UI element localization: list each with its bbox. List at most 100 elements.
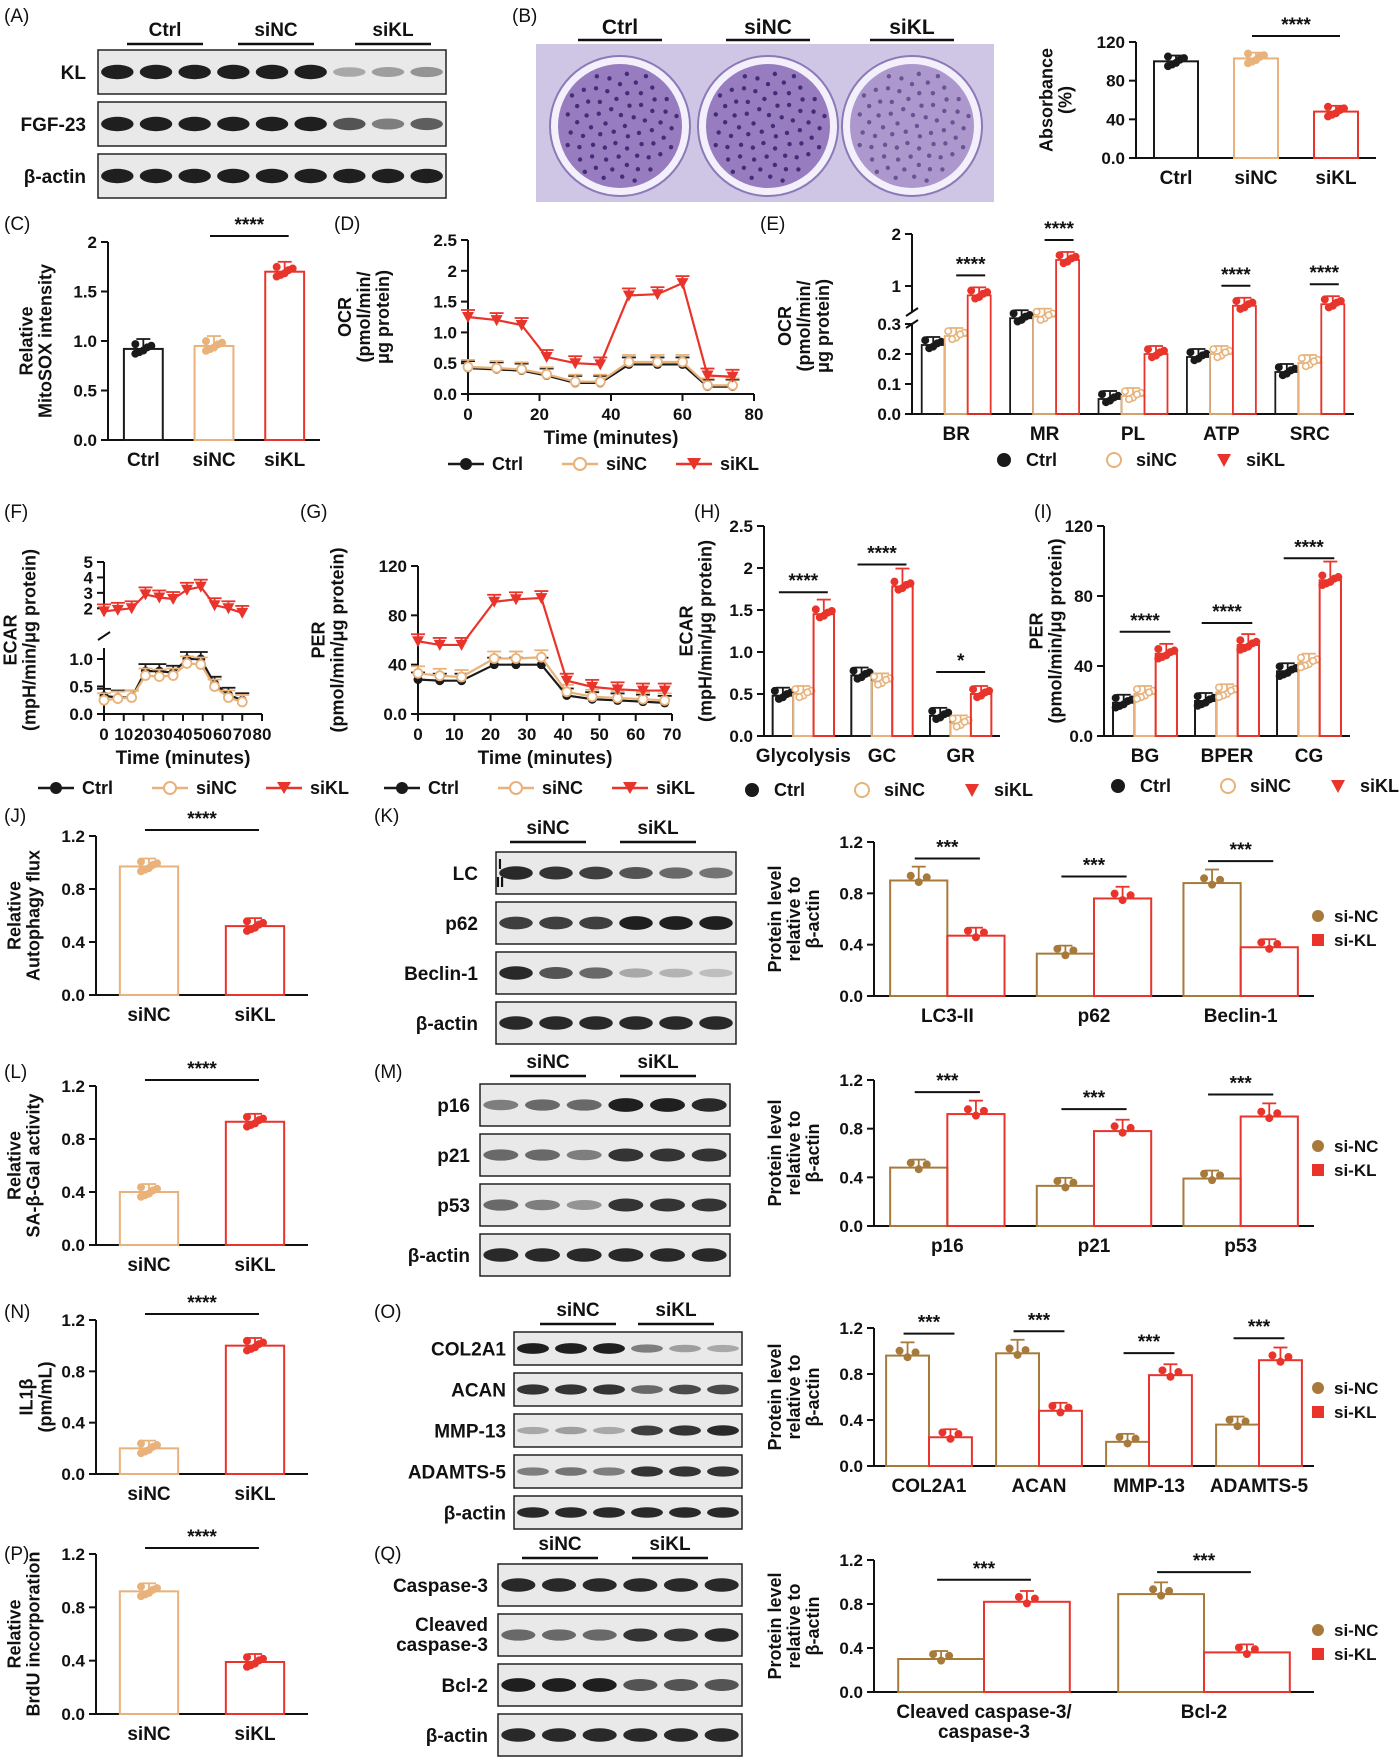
data-point	[1133, 390, 1142, 399]
well-stain	[706, 64, 830, 188]
data-point	[243, 1662, 252, 1671]
x-tick-label: BPER	[1201, 746, 1254, 767]
chart-L: 0.0 0.4 0.8 1.2 RelativeSA-β-Gal activity siN…	[5, 1059, 308, 1276]
blot-band	[555, 1507, 587, 1518]
colony-dot	[565, 142, 570, 148]
legend-label: siKL	[1246, 450, 1285, 470]
data-point	[1022, 1599, 1031, 1608]
x-tick-label: p21	[1078, 1236, 1111, 1257]
bar	[1035, 952, 1096, 998]
data-point	[1164, 52, 1173, 61]
data-point	[255, 920, 264, 929]
colony-dot	[877, 99, 883, 104]
panel-letter: (B)	[512, 6, 537, 27]
legend-label: si-NC	[1334, 1137, 1378, 1156]
data-point	[1149, 1585, 1158, 1594]
colony-dot	[639, 141, 644, 147]
data-point	[1147, 353, 1156, 362]
blot-band	[593, 1343, 625, 1354]
legend-marker	[1217, 454, 1231, 467]
legend-marker	[277, 782, 291, 794]
legend-marker	[623, 782, 637, 794]
data-point	[973, 693, 982, 702]
data-point	[1205, 695, 1214, 704]
blot-band	[517, 1507, 549, 1518]
legend: Ctrl siNC siKL	[384, 778, 695, 798]
blot-row-label: Beclin-1	[404, 964, 478, 985]
significance-stars: ****	[187, 1059, 217, 1080]
blot-row-label: Bcl-2	[442, 1676, 488, 1697]
y-axis-label: Protein levelrelative toβ-actin	[765, 865, 823, 972]
data-point	[1236, 636, 1245, 645]
data-point	[488, 653, 500, 664]
bar	[812, 613, 836, 738]
y-tick-label: 0.4	[839, 1639, 863, 1658]
data-point	[1200, 1169, 1209, 1178]
colony-dot	[651, 141, 656, 146]
x-tick-label: LC3-II	[921, 1006, 974, 1027]
data-point	[911, 1348, 920, 1357]
bar	[224, 1120, 286, 1247]
blot-band	[555, 1343, 587, 1354]
blot-strip	[479, 1083, 731, 1127]
data-point	[823, 608, 832, 617]
x-tick-label: 60	[626, 725, 645, 744]
data-point	[214, 340, 223, 349]
data-point	[236, 607, 249, 619]
y-tick-label: 1.2	[839, 1551, 863, 1570]
legend-label: Ctrl	[1140, 776, 1171, 796]
y-axis-label: PER(pmol/min/μg protein)	[1027, 539, 1066, 724]
blot-strip	[513, 1331, 743, 1366]
y-axis-label: ECAR(mpH/min/μg protein)	[677, 540, 716, 722]
y-tick-label: 40	[1106, 110, 1125, 129]
colony-dot	[860, 130, 865, 135]
blot-band	[539, 866, 573, 880]
data-point	[1318, 581, 1327, 590]
blot-band	[517, 1384, 549, 1395]
data-point	[1174, 1367, 1183, 1376]
colony-dot	[642, 118, 648, 123]
blot-band	[631, 1466, 663, 1477]
colony-dot	[565, 112, 570, 117]
y-tick-label: 0.0	[839, 1457, 863, 1476]
colony-dot	[634, 153, 640, 158]
significance-stars: ****	[1130, 611, 1160, 632]
colony-dot	[806, 120, 811, 125]
blot-group-label: siNC	[556, 1300, 600, 1321]
blot-row-label: β-actin	[408, 1246, 470, 1267]
colony-dot	[577, 144, 582, 150]
blot-band	[539, 967, 573, 979]
data-point	[1121, 387, 1130, 396]
data-point	[1297, 354, 1306, 363]
significance-stars: ***	[918, 1313, 941, 1334]
data-point	[659, 695, 671, 706]
bar	[966, 294, 992, 415]
colony-dot	[796, 167, 801, 172]
blot-group-label: Ctrl	[149, 20, 182, 41]
data-point	[914, 1165, 923, 1174]
y-tick-label: 0.4	[839, 1411, 863, 1430]
blot-band	[483, 1199, 519, 1211]
panel-letter: (N)	[4, 1302, 30, 1323]
blot-band	[659, 867, 693, 879]
y-tick-label: 1.2	[61, 1077, 85, 1096]
colony-dot	[625, 90, 630, 96]
colony-dot	[899, 76, 904, 81]
colony-dot	[728, 133, 734, 139]
y-tick-label: 1.2	[61, 1311, 85, 1330]
blot-band	[499, 866, 533, 880]
blot-row-label: β-actin	[24, 167, 86, 188]
colony-dot	[797, 127, 803, 133]
blot-row-label: p53	[437, 1196, 470, 1217]
colony-dot	[730, 169, 736, 175]
bar	[792, 693, 815, 737]
data-point	[153, 592, 166, 604]
colony-dot	[744, 111, 749, 116]
blot-band	[593, 1426, 625, 1435]
colony-dot	[605, 89, 610, 94]
data-point	[1030, 1594, 1039, 1603]
panel-letter: (D)	[334, 214, 360, 235]
chart-J: 0.0 0.4 0.8 1.2 RelativeAutophagy flux siNC si…	[5, 809, 308, 1026]
colony-dot	[652, 97, 657, 102]
data-point	[222, 603, 235, 615]
